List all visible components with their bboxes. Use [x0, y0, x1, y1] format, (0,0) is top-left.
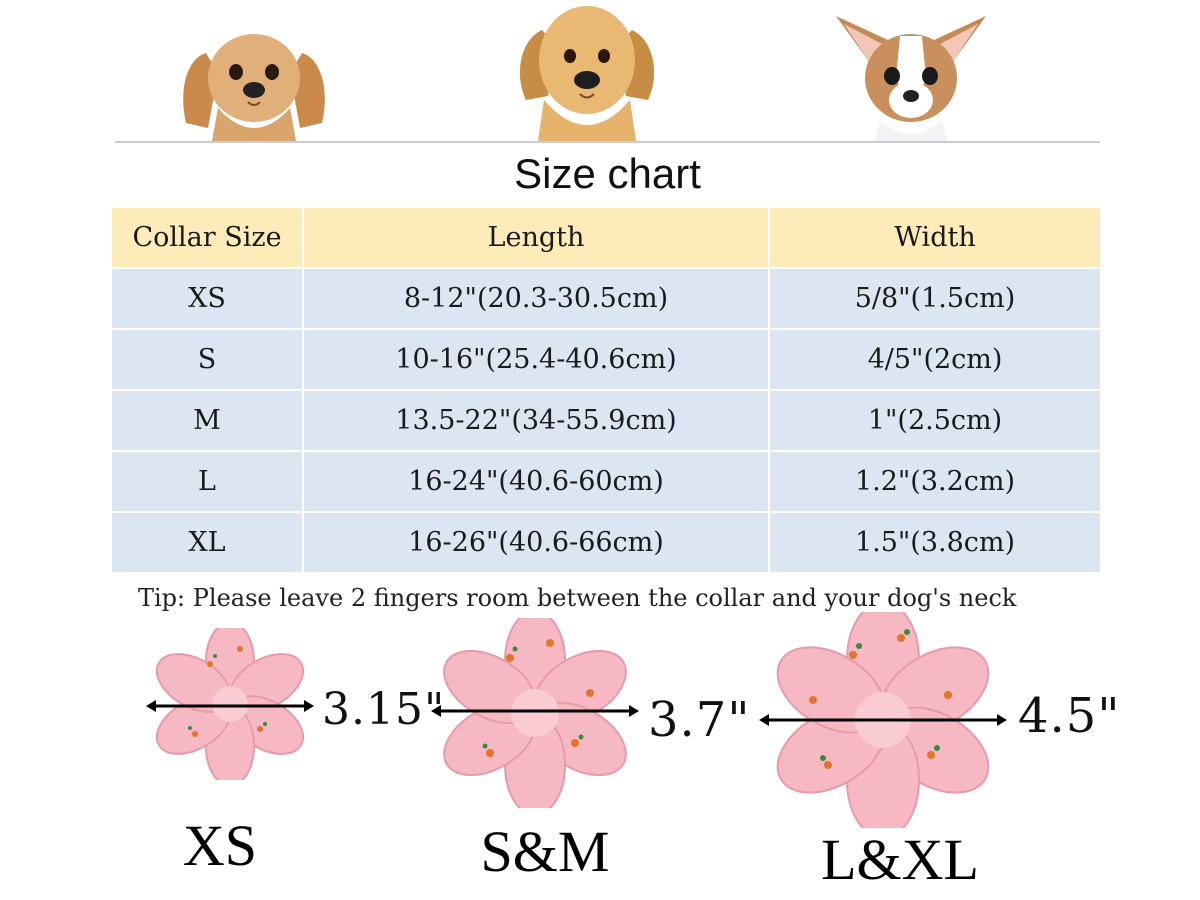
table-header-row: Collar Size Length Width [110, 206, 1102, 269]
table-row: XL 16-26"(40.6-66cm) 1.5"(3.8cm) [110, 511, 1102, 574]
flower-lxl-label: L&XL [821, 827, 979, 892]
column-header: Collar Size [110, 206, 304, 269]
length-cell: 8-12"(20.3-30.5cm) [302, 267, 770, 330]
dachshund-puppy-image [183, 34, 325, 141]
size-table: Collar Size Length Width XS 8-12"(20.3-3… [110, 206, 1102, 574]
table-row: XS 8-12"(20.3-30.5cm) 5/8"(1.5cm) [110, 267, 1102, 330]
width-cell: 4/5"(2cm) [768, 328, 1102, 391]
flower-xs-measurement: 3.15" [322, 684, 446, 735]
size-cell: M [110, 389, 304, 452]
column-header: Width [768, 206, 1102, 269]
flower-xs-label: XS [182, 813, 258, 878]
chihuahua-puppy-image [836, 16, 986, 141]
length-cell: 10-16"(25.4-40.6cm) [302, 328, 770, 391]
length-cell: 16-24"(40.6-60cm) [302, 450, 770, 513]
table-row: M 13.5-22"(34-55.9cm) 1"(2.5cm) [110, 389, 1102, 452]
width-cell: 1.2"(3.2cm) [768, 450, 1102, 513]
table-row: L 16-24"(40.6-60cm) 1.2"(3.2cm) [110, 450, 1102, 513]
page-title: Size chart [514, 150, 701, 197]
flower-sm-label: S&M [480, 819, 610, 884]
size-cell: L [110, 450, 304, 513]
flower-lxl-measurement: 4.5" [1018, 688, 1121, 744]
size-cell: XL [110, 511, 304, 574]
width-cell: 5/8"(1.5cm) [768, 267, 1102, 330]
flower-sm-measurement: 3.7" [648, 692, 751, 748]
golden-retriever-puppy-image [519, 6, 655, 141]
width-cell: 1.5"(3.8cm) [768, 511, 1102, 574]
flower-xs-image [146, 628, 314, 780]
length-cell: 16-26"(40.6-66cm) [302, 511, 770, 574]
divider [115, 141, 1100, 143]
column-header: Length [302, 206, 770, 269]
width-cell: 1"(2.5cm) [768, 389, 1102, 452]
table-row: S 10-16"(25.4-40.6cm) 4/5"(2cm) [110, 328, 1102, 391]
size-cell: XS [110, 267, 304, 330]
size-cell: S [110, 328, 304, 391]
flower-sm-image [431, 618, 639, 808]
flower-lxl-image [759, 612, 1007, 828]
length-cell: 13.5-22"(34-55.9cm) [302, 389, 770, 452]
sizing-tip: Tip: Please leave 2 fingers room between… [138, 584, 1017, 612]
